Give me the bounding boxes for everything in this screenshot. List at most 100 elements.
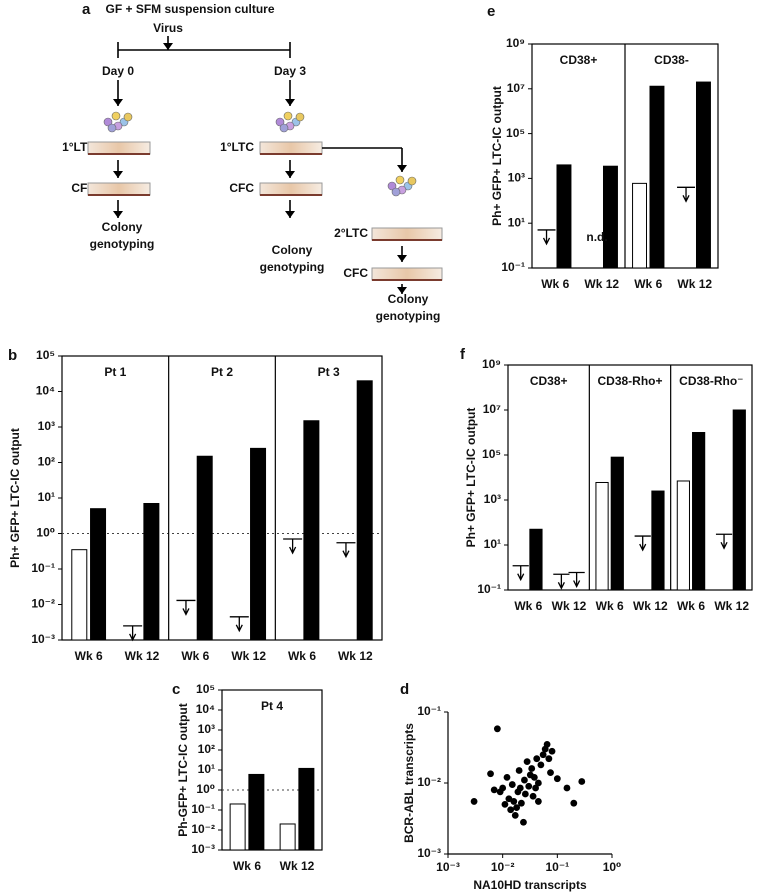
y-tick-label: 10⁻² [417,775,441,789]
dish [87,141,151,155]
y-tick-label: 10¹ [508,215,525,229]
dish [259,141,323,155]
point [548,747,556,755]
point [515,767,523,774]
facet-title: CD38+ [530,374,568,388]
y-tick-label: 10⁷ [507,81,525,95]
facet-title: CD38-Rho⁻ [679,374,743,388]
point [501,800,509,808]
bar [248,773,265,851]
axes-frame [507,364,753,591]
bar [229,803,246,851]
y-tick-label: 10⁻¹ [417,704,441,718]
arrowhead [397,165,407,172]
y-axis-label: BCR-ABL transcripts [402,723,416,843]
x-tick-label: Wk 12 [231,649,266,663]
upper-limit [553,573,570,590]
bar [90,508,107,641]
point [543,740,551,748]
x-tick-label: Wk 6 [75,649,103,663]
y-tick-label: 10³ [484,492,501,506]
bar [356,380,373,641]
point [487,770,494,778]
y-tick-label: 10³ [198,722,215,736]
y-tick-label: 10⁵ [482,447,501,461]
x-tick-label: Wk 12 [338,649,373,663]
point [470,798,478,805]
y-tick-label: 10⁻¹ [191,802,215,816]
cell [107,123,117,133]
upper-limit [512,565,529,582]
bar [595,481,609,591]
x-tick-label: Wk 12 [677,277,712,291]
day-label: Day 3 [274,64,306,78]
virus-label: Virus [153,21,183,35]
x-tick-label: Wk 6 [514,599,542,613]
bar [303,420,320,641]
bar [649,85,665,269]
point [529,792,537,800]
upper-limit [715,533,733,550]
point [510,798,518,805]
panel-label: e [487,3,495,20]
panel-label: d [400,681,409,698]
axes [447,712,612,855]
cfc-label: CFC [229,181,254,195]
cell [283,111,293,121]
arrowhead [285,171,295,178]
cell [395,175,405,185]
y-tick-label: 10⁹ [506,36,525,50]
diagram-title: GF + SFM suspension culture [105,2,274,16]
x-tick-label: Wk 12 [714,599,749,613]
axes-frame [61,355,383,641]
dish [371,227,443,241]
cell [103,117,113,127]
bar [732,409,746,591]
step-label: 1°LTC [220,140,254,154]
y-tick-label: 10¹ [38,490,55,504]
genotyping-label: Colony [388,292,429,306]
y-tick-label: 10⁻³ [31,632,55,646]
arrowhead [397,287,407,294]
panel-label: b [8,347,17,364]
point [516,784,524,792]
day-label: Day 0 [102,64,134,78]
y-tick-label: 10³ [508,171,525,185]
y-tick-label: 10⁵ [36,348,55,362]
x-tick-label: Wk 12 [280,859,315,873]
y-tick-label: 10⁴ [196,702,215,716]
point [578,778,586,785]
point [563,784,571,792]
y-tick-label: 10⁻² [31,597,55,611]
x-tick-label: Wk 6 [596,599,624,613]
y-axis-label: Ph+ GFP+ LTC-IC output [490,86,504,226]
upper-limit [568,571,585,588]
upper-limit [283,538,303,555]
diagram: a GF + SFM suspension culture Virus Day … [62,1,443,323]
facet-title: Pt 4 [261,699,283,713]
bar [298,767,315,851]
cell [123,112,133,122]
arrowhead [397,255,407,262]
upper-limit [677,186,696,203]
cell [391,187,401,197]
arrowhead [113,171,123,178]
genotyping-label: genotyping [260,260,325,274]
cell [111,111,121,121]
dish [259,182,323,196]
y-tick-label: 10⁹ [482,357,501,371]
x-tick-label: 10⁻³ [436,860,460,874]
point [493,725,501,733]
y-axis-label: Ph-GFP+ LTC-IC output [176,703,190,836]
point [503,773,511,781]
cell [387,181,397,191]
y-tick-label: 10² [38,455,55,469]
genotyping-label: genotyping [90,237,155,251]
panel-label: a [82,1,91,18]
point [530,773,538,781]
bar [610,456,624,591]
bar [71,549,88,641]
point [533,755,541,763]
upper-limit [123,625,143,642]
